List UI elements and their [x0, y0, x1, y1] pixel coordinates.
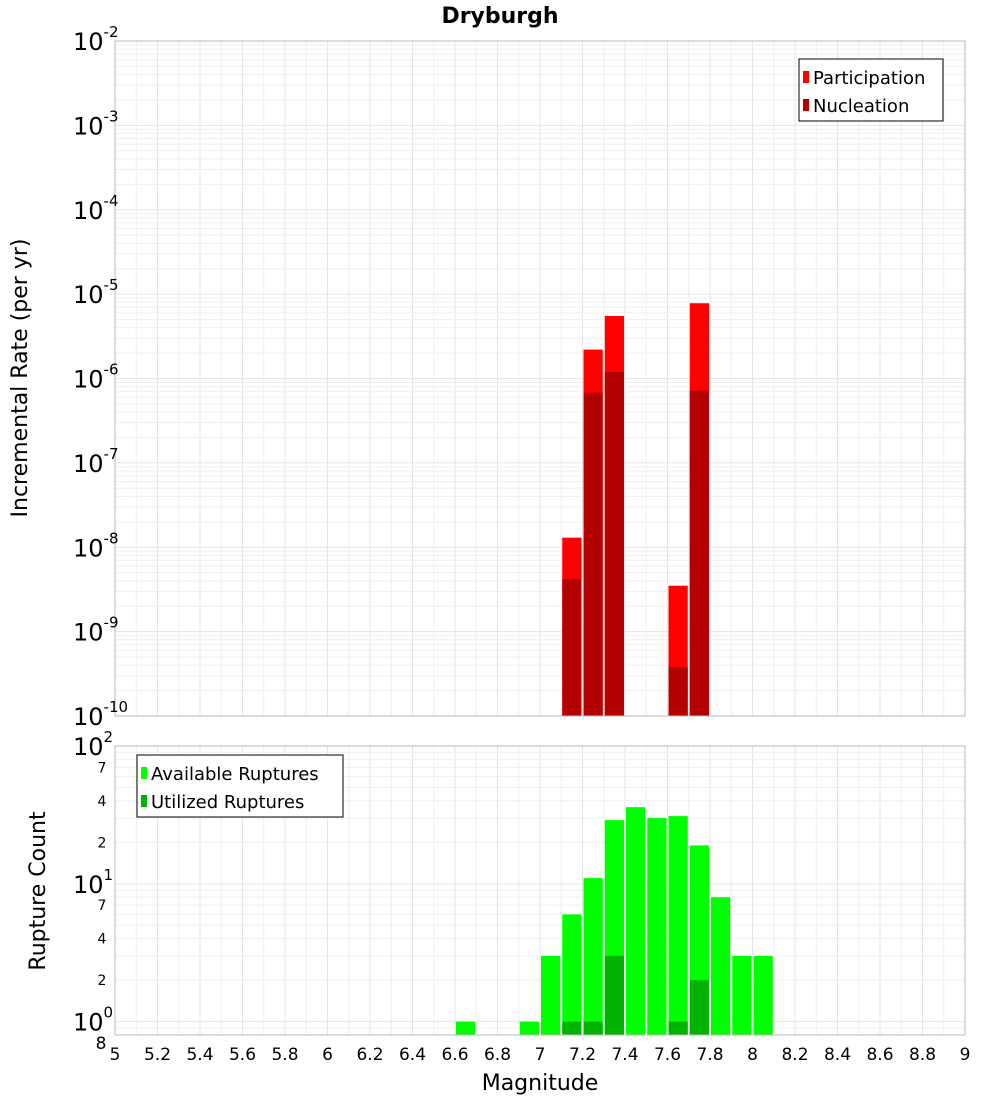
top-y-tick-labels: 10-10 10-9 10-8 10-7 10-6 10-5 10-4 10-3 10-2 [73, 23, 128, 731]
x-tick-label: 6.8 [484, 1045, 511, 1065]
y-minor-tick-label: 7 [98, 760, 107, 776]
x-tick-label: 8.2 [781, 1045, 808, 1065]
legend-entry: Utilized Ruptures [151, 792, 304, 813]
bar-available-ruptures [732, 955, 752, 1035]
x-tick-labels: 5 5.2 5.4 5.6 5.8 6 6.2 6.4 6.6 6.8 7 7.2 7.4 7.6 7.8 8… [110, 1045, 971, 1065]
bar-utilized-ruptures [583, 1021, 603, 1035]
x-tick-label: 5.2 [144, 1045, 171, 1065]
bar-nucleation [583, 392, 603, 716]
y-tick-label: 10-5 [73, 276, 119, 309]
top-plot-frame [114, 40, 966, 717]
bar-utilized-ruptures [562, 1021, 582, 1035]
y-minor-tick-label: 8 [96, 1034, 107, 1054]
y-tick-label: 100 [73, 1004, 113, 1037]
y-minor-tick-label: 7 [98, 898, 107, 914]
top-gridlines [114, 40, 966, 717]
x-tick-label: 8.4 [824, 1045, 851, 1065]
x-tick-label: 5 [110, 1045, 121, 1065]
bar-available-ruptures [562, 914, 582, 1035]
legend-box [798, 58, 944, 122]
y-tick-label: 102 [73, 728, 113, 761]
y-tick-label: 10-6 [73, 361, 119, 394]
x-axis-label: Magnitude [482, 1071, 599, 1096]
top-y-axis-label: Incremental Rate (per yr) [8, 239, 33, 518]
bottom-legend: Available Ruptures Utilized Ruptures [136, 754, 344, 818]
y-tick-label: 10-2 [73, 23, 119, 56]
bar-available-ruptures [541, 955, 561, 1035]
x-tick-label: 7.6 [654, 1045, 681, 1065]
y-tick-label: 10-3 [73, 107, 119, 140]
x-tick-label: 5.8 [271, 1045, 298, 1065]
y-minor-tick-label: 2 [98, 973, 107, 989]
bar-available-ruptures [668, 816, 688, 1035]
x-tick-label: 7.8 [696, 1045, 723, 1065]
y-tick-label: 10-9 [73, 614, 119, 647]
x-tick-label: 6.4 [399, 1045, 426, 1065]
bar-nucleation [668, 667, 688, 716]
top-panel: 10-10 10-9 10-8 10-7 10-6 10-5 10-4 10-3 10-2 In… [8, 23, 966, 731]
bar-utilized-ruptures [689, 980, 709, 1035]
bar-available-ruptures [711, 897, 731, 1035]
x-tick-label: 6.6 [441, 1045, 468, 1065]
x-tick-label: 8.6 [866, 1045, 893, 1065]
bar-available-ruptures [753, 955, 773, 1035]
bar-utilized-ruptures [668, 1021, 688, 1035]
bar-available-ruptures [519, 1021, 539, 1035]
legend-entry: Available Ruptures [151, 764, 319, 785]
x-tick-label: 6 [322, 1045, 333, 1065]
x-tick-label: 8 [747, 1045, 758, 1065]
legend-swatch [803, 71, 809, 83]
x-tick-label: 7.4 [611, 1045, 638, 1065]
y-tick-label: 101 [73, 866, 113, 899]
bottom-y-tick-labels: 100 101 102 8 2 4 7 2 4 7 [73, 728, 113, 1054]
y-tick-label: 10-4 [73, 192, 119, 225]
legend-entry: Nucleation [813, 96, 909, 117]
y-tick-label: 10-10 [73, 698, 128, 731]
bar-available-ruptures [626, 807, 646, 1035]
bar-nucleation [562, 579, 582, 716]
bar-available-ruptures [647, 818, 667, 1035]
y-tick-label: 10-7 [73, 445, 119, 478]
bar-nucleation [689, 390, 709, 716]
legend-swatch [803, 99, 809, 111]
x-tick-label: 6.2 [356, 1045, 383, 1065]
bar-available-ruptures [456, 1021, 476, 1035]
bar-nucleation [604, 371, 624, 716]
top-legend: Participation Nucleation [798, 58, 944, 122]
bottom-panel: 100 101 102 8 2 4 7 2 4 7 Rupture Count Available… [26, 728, 970, 1096]
legend-entry: Participation [813, 68, 925, 89]
bar-utilized-ruptures [604, 955, 624, 1035]
y-minor-tick-label: 4 [98, 932, 107, 948]
legend-swatch [141, 795, 147, 807]
y-tick-label: 10-8 [73, 529, 119, 562]
x-tick-label: 5.6 [229, 1045, 256, 1065]
bottom-bars [456, 807, 773, 1035]
x-tick-label: 7.2 [569, 1045, 596, 1065]
y-minor-tick-label: 4 [98, 794, 107, 810]
legend-box [136, 754, 344, 818]
legend-swatch [141, 767, 147, 779]
x-tick-label: 8.8 [909, 1045, 936, 1065]
bottom-y-axis-label: Rupture Count [26, 811, 51, 971]
x-tick-label: 9 [960, 1045, 971, 1065]
chart-title: Dryburgh [441, 4, 558, 29]
y-minor-tick-label: 2 [98, 835, 107, 851]
top-bars [562, 303, 709, 716]
bar-available-ruptures [583, 878, 603, 1035]
x-tick-label: 7 [535, 1045, 546, 1065]
x-tick-label: 5.4 [186, 1045, 213, 1065]
bottom-plot-frame [114, 745, 966, 1036]
bottom-gridlines [114, 745, 966, 1036]
